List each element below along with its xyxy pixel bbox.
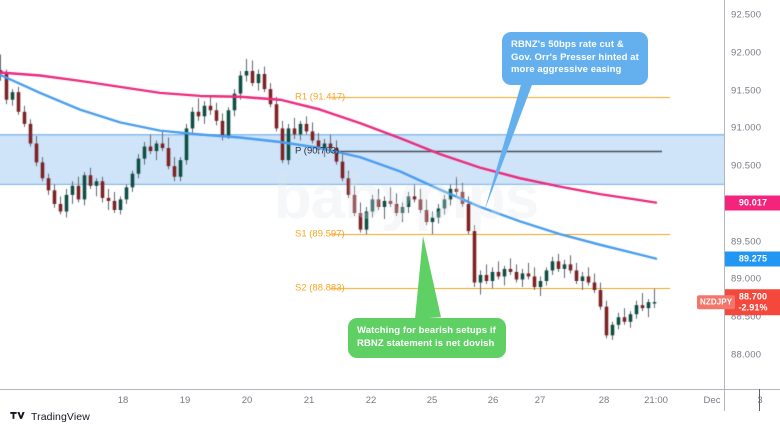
price-axis-tick: 90.500: [731, 160, 762, 172]
time-axis-tick: 19: [179, 395, 191, 406]
chart-footer: TradingView: [0, 411, 780, 425]
rbnz-rate-cut-callout[interactable]: RBNZ's 50bps rate cut & Gov. Orr's Press…: [502, 32, 648, 85]
price-axis-tick: 91.500: [731, 85, 762, 97]
price-axis-tick: 92.500: [731, 9, 762, 21]
time-axis-tick: 21: [303, 395, 315, 406]
time-axis-tick: 28: [598, 395, 610, 406]
time-axis-tick: 26: [487, 395, 499, 406]
axis-corner: [724, 389, 725, 411]
time-cursor-line: [759, 389, 760, 411]
pivot-label-r1: R1 (91.417): [295, 91, 346, 103]
tradingview-label: TradingView: [31, 411, 90, 423]
time-axis-tick: 3: [757, 395, 763, 406]
time-axis-tick: Dec: [703, 395, 721, 406]
time-axis-tick: 18: [117, 395, 129, 406]
time-axis[interactable]: 18 19 20 21 22 25 26 27 28 21:00 Dec 3: [0, 389, 780, 412]
time-axis-tick: 22: [365, 395, 377, 406]
pivot-label-s1: S1 (89.597): [295, 228, 345, 240]
ma-fast-price-tag[interactable]: 90.017: [725, 195, 780, 211]
price-axis-tick: 88.500: [731, 311, 762, 323]
last-price-tag-change: -2.91%: [738, 301, 768, 312]
tradingview-mark-icon: [10, 411, 25, 419]
price-axis-tick: 88.000: [731, 349, 762, 361]
time-axis-tick: 25: [426, 395, 438, 406]
time-axis-tick: 20: [241, 395, 253, 406]
ma-slow-price-tag[interactable]: 89.275: [725, 251, 780, 267]
bearish-setup-callout[interactable]: Watching for bearish setups if RBNZ stat…: [348, 318, 506, 358]
price-axis-tick: 89.000: [731, 273, 762, 285]
time-axis-tick: 21:00: [644, 395, 668, 406]
tradingview-logo[interactable]: TradingView: [10, 411, 90, 423]
time-axis-tick: 27: [534, 395, 546, 406]
pivot-label-p: P (90.703): [295, 145, 340, 157]
price-axis[interactable]: 88.000 88.500 89.000 89.500 90.500 91.000 91.5…: [724, 0, 780, 389]
price-axis-tick: 91.000: [731, 122, 762, 134]
price-axis-tick: 92.000: [731, 47, 762, 59]
price-axis-tick: 89.500: [731, 236, 762, 248]
pivot-label-s2: S2 (88.883): [295, 282, 345, 294]
symbol-tag[interactable]: NZDJPY: [697, 295, 736, 309]
